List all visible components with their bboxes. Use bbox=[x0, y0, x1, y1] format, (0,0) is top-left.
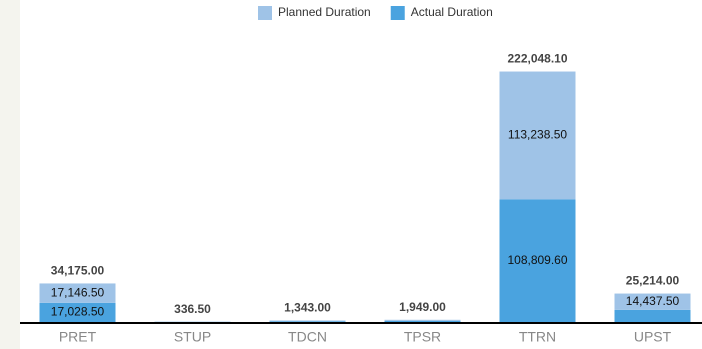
total-label: 25,214.00 bbox=[626, 274, 680, 288]
bar-segment bbox=[39, 283, 116, 303]
bar-segment bbox=[384, 320, 461, 322]
x-tick-label: STUP bbox=[174, 329, 211, 345]
total-label: 222,048.10 bbox=[507, 52, 567, 66]
bar-segment bbox=[499, 199, 576, 322]
segment-label: 108,809.60 bbox=[507, 253, 567, 267]
segment-label: 17,146.50 bbox=[51, 285, 105, 299]
segment-label: 17,028.50 bbox=[51, 305, 105, 319]
x-tick-label: TDCN bbox=[288, 329, 327, 345]
bar-segment bbox=[614, 293, 691, 310]
x-tick-label: TPSR bbox=[404, 329, 441, 345]
bar-segment bbox=[39, 302, 116, 322]
legend-swatch bbox=[258, 6, 272, 20]
bar-segment bbox=[384, 319, 461, 321]
x-tick-label: UPST bbox=[634, 329, 672, 345]
segment-label: 14,437.50 bbox=[626, 294, 680, 308]
legend-swatch bbox=[390, 6, 405, 20]
total-label: 1,343.00 bbox=[284, 301, 331, 315]
total-label: 34,175.00 bbox=[51, 264, 105, 278]
bar-segment bbox=[499, 71, 576, 200]
x-tick-label: TTRN bbox=[519, 329, 556, 345]
side-strip bbox=[0, 0, 20, 349]
x-tick-label: PRET bbox=[59, 329, 97, 345]
legend-label: Planned Duration bbox=[278, 5, 371, 19]
legend-label: Actual Duration bbox=[411, 5, 493, 19]
bar-segment bbox=[269, 321, 346, 322]
bar-segment bbox=[269, 320, 346, 322]
total-label: 1,949.00 bbox=[399, 300, 446, 314]
bar-segment bbox=[614, 309, 691, 322]
segment-label: 113,238.50 bbox=[508, 128, 567, 142]
total-label: 336.50 bbox=[174, 302, 211, 316]
